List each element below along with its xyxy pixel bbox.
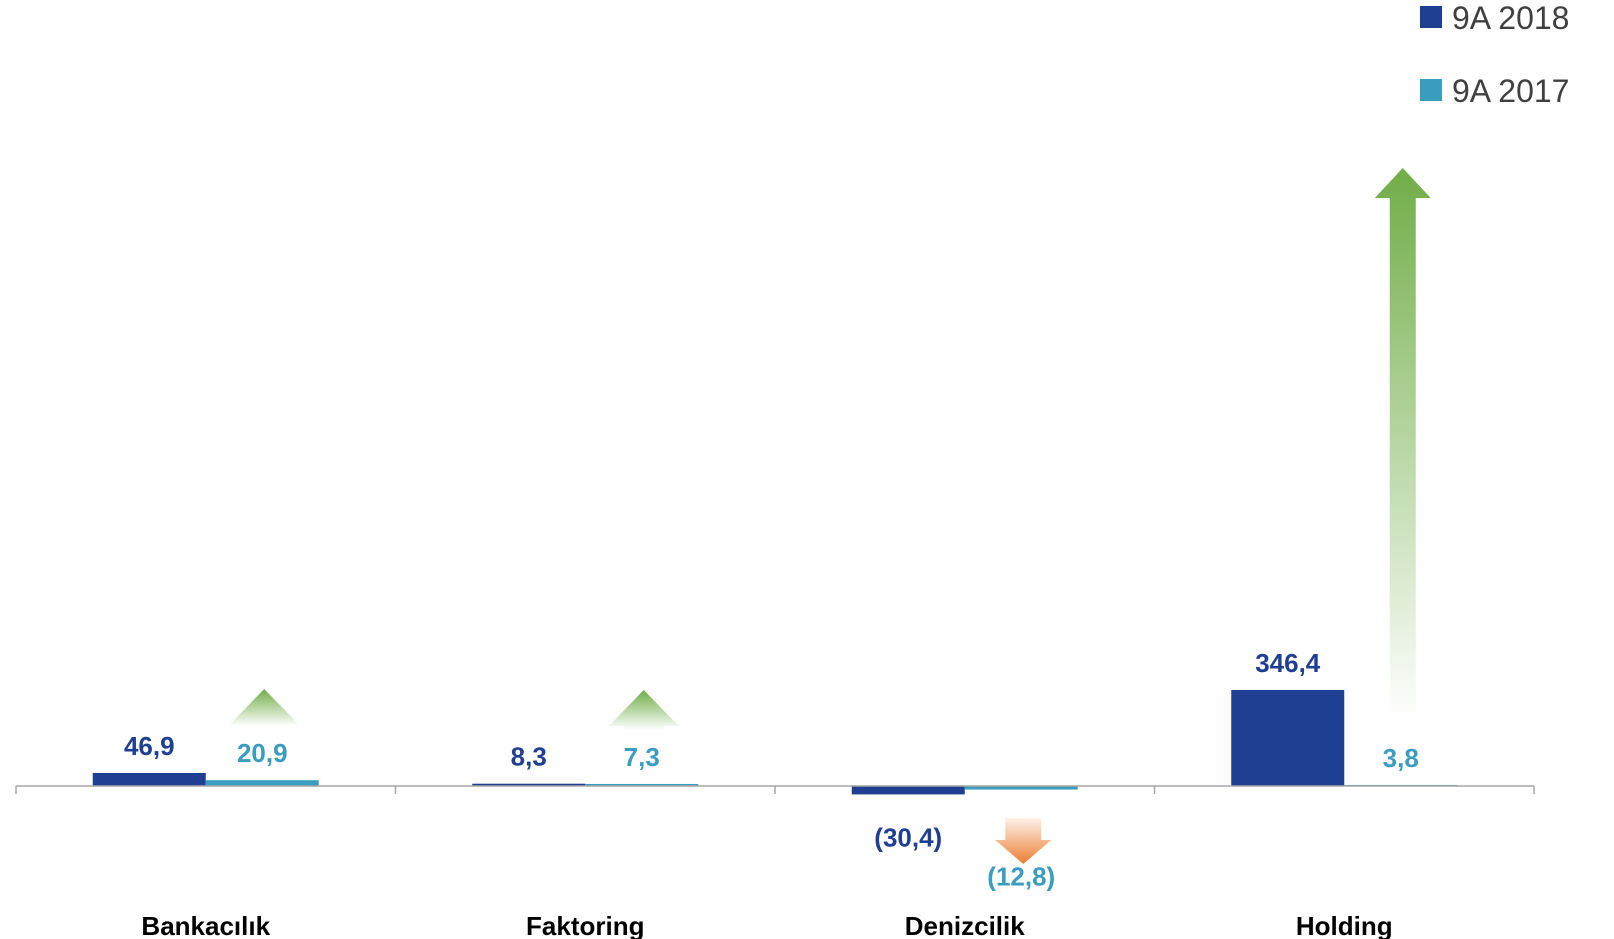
bar-2017-2 <box>964 786 1078 790</box>
value-label-2017-0: 20,9 <box>237 738 288 768</box>
value-label-2018-2: (30,4) <box>874 822 942 852</box>
trend-arrows <box>229 168 1431 864</box>
trend-arrow-up-1 <box>608 689 679 730</box>
legend-label-2017: 9A 2017 <box>1452 73 1569 109</box>
bar-2017-1 <box>585 783 699 786</box>
value-label-2018-1: 8,3 <box>511 742 547 772</box>
data-labels: 46,9 20,9 Bankacılık 8,3 7,3 Faktoring (30,4) (… <box>124 648 1419 939</box>
value-label-2017-2: (12,8) <box>987 862 1055 892</box>
value-label-2018-3: 346,4 <box>1255 648 1321 678</box>
x-axis <box>15 785 1535 794</box>
legend: 9A 2018 9A 2017 <box>1420 0 1569 109</box>
bar-2018-1 <box>472 783 586 786</box>
category-label-1: Faktoring <box>526 911 644 939</box>
bars <box>92 690 1458 795</box>
trend-arrow-down-2 <box>995 818 1052 864</box>
category-label-2: Denizcilik <box>905 911 1025 939</box>
legend-swatch-2017 <box>1420 79 1442 101</box>
category-label-0: Bankacılık <box>141 911 270 939</box>
bar-2017-0 <box>205 780 319 786</box>
value-label-2017-3: 3,8 <box>1383 743 1419 773</box>
category-label-3: Holding <box>1296 911 1393 939</box>
bar-2018-0 <box>92 773 206 786</box>
trend-arrow-up-0 <box>229 689 300 727</box>
value-label-2017-1: 7,3 <box>624 742 660 772</box>
value-label-2018-0: 46,9 <box>124 731 175 761</box>
legend-label-2018: 9A 2018 <box>1452 0 1569 36</box>
bar-2018-2 <box>851 786 965 795</box>
legend-swatch-2018 <box>1420 6 1442 28</box>
trend-arrow-up-3 <box>1374 168 1431 720</box>
bar-2018-3 <box>1231 690 1345 786</box>
